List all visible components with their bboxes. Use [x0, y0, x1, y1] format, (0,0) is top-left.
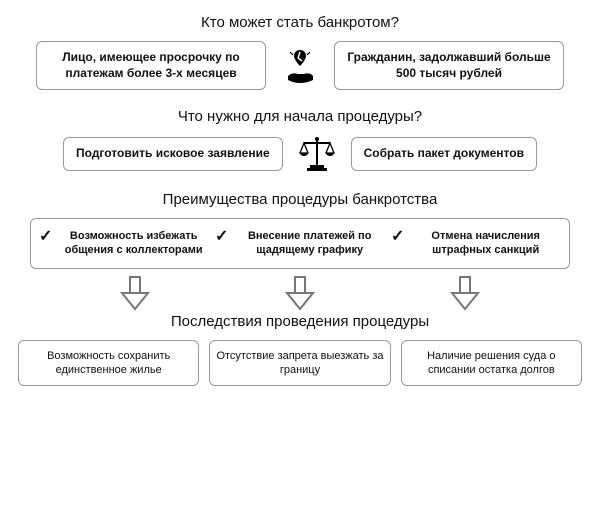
scales-icon	[295, 135, 339, 173]
check-icon: ✓	[39, 229, 52, 245]
advantages-box: ✓ Возможность избежать общения с коллект…	[30, 218, 570, 269]
result-card: Наличие решения суда о списании остатка …	[401, 340, 582, 387]
result-card: Отсутствие запрета выезжать за границу	[209, 340, 390, 387]
section2-row: Подготовить исковое заявление Собрать па…	[12, 135, 588, 173]
advantage-text: Внесение платежей по щадящему графику	[234, 229, 385, 258]
down-arrow-icon	[448, 275, 482, 311]
result-card: Возможность сохранить единственное жилье	[18, 340, 199, 387]
section1-heading: Кто может стать банкротом?	[12, 14, 588, 31]
section1-card-left: Лицо, имеющее просрочку по платежам боле…	[36, 41, 266, 90]
section2-card-left: Подготовить исковое заявление	[63, 137, 283, 171]
section4-heading: Последствия проведения процедуры	[12, 313, 588, 330]
section2-heading: Что нужно для начала процедуры?	[12, 108, 588, 125]
advantage-text: Возможность избежать общения с коллектор…	[58, 229, 209, 258]
section3-heading: Преимущества процедуры банкротства	[12, 191, 588, 208]
advantage-item: ✓ Возможность избежать общения с коллект…	[39, 229, 209, 258]
section1-row: Лицо, имеющее просрочку по платежам боле…	[12, 41, 588, 90]
check-icon: ✓	[215, 229, 228, 245]
down-arrow-icon	[118, 275, 152, 311]
section2-card-right: Собрать пакет документов	[351, 137, 537, 171]
check-icon: ✓	[391, 229, 404, 245]
section1-card-right: Гражданин, задолжавший больше 500 тысяч …	[334, 41, 564, 90]
advantage-text: Отмена начисления штрафных санкций	[410, 229, 561, 258]
broken-heart-hand-icon	[278, 46, 322, 86]
advantage-item: ✓ Отмена начисления штрафных санкций	[391, 229, 561, 258]
results-row: Возможность сохранить единственное жилье…	[18, 340, 582, 387]
down-arrow-icon	[283, 275, 317, 311]
advantage-item: ✓ Внесение платежей по щадящему графику	[215, 229, 385, 258]
arrows-row	[52, 275, 548, 311]
